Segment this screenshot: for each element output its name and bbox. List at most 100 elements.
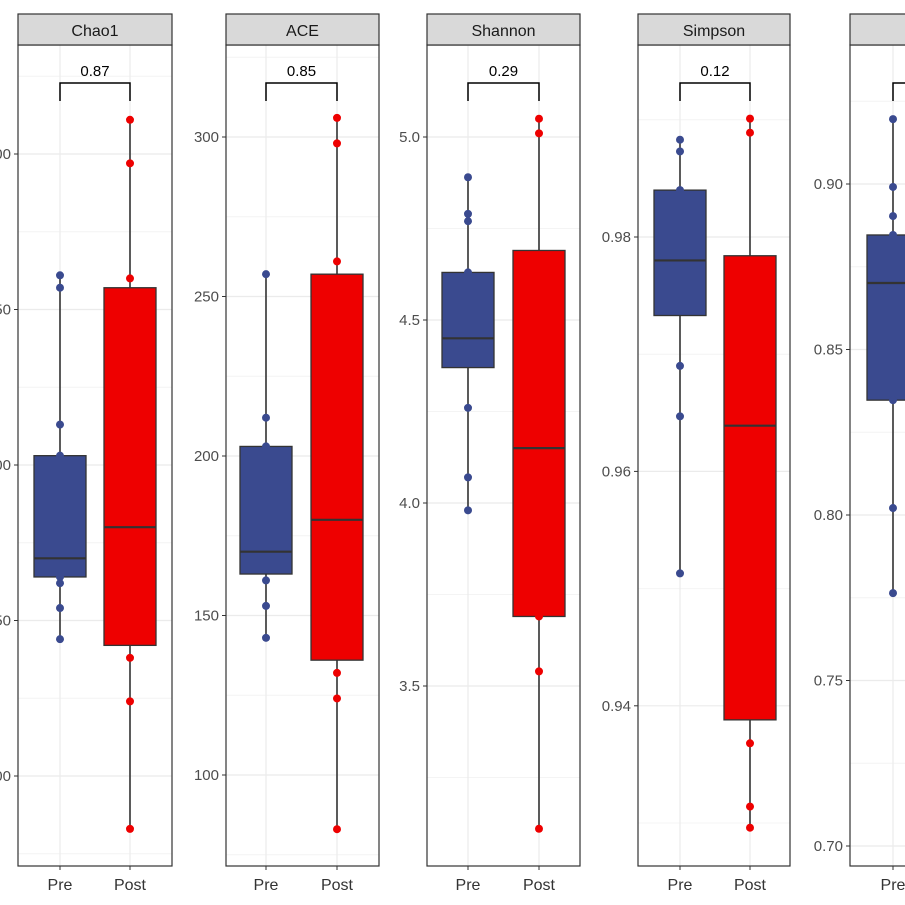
data-point (333, 257, 341, 266)
data-point (333, 694, 341, 703)
data-point (464, 506, 472, 515)
y-tick-label: 3.5 (399, 678, 420, 695)
data-point (676, 569, 684, 578)
panel-simpson: 0.94 0.96 0.98 0.12 Pre Post Simpson (602, 13, 791, 894)
y-tick-label: 100 (194, 767, 219, 784)
data-point (56, 420, 64, 429)
data-point (333, 825, 341, 834)
significance-bracket (467, 82, 540, 101)
data-point (126, 697, 134, 706)
y-tick-label: 0.75 (814, 673, 843, 690)
p-value-label: 0.87 (80, 63, 109, 80)
plot-background (850, 45, 905, 866)
x-tick-label: Post (114, 877, 147, 894)
box-iqr (103, 287, 157, 647)
data-point (535, 612, 543, 621)
data-point (56, 271, 64, 280)
box-iqr (512, 249, 566, 618)
facet-strip (225, 13, 380, 46)
data-point (889, 182, 897, 191)
box-pre: Pre (239, 270, 293, 894)
x-tick-label: Pre (254, 877, 279, 894)
facet-title: Simpson (683, 23, 745, 40)
data-point (535, 824, 543, 833)
significance-bracket (265, 82, 338, 101)
box-post: Post (723, 114, 777, 894)
x-tick-label: Pre (881, 877, 905, 894)
data-point (333, 113, 341, 122)
y-tick-label: 0.94 (602, 698, 631, 715)
data-point (676, 135, 684, 144)
x-tick-label: Post (321, 877, 354, 894)
panel-ace: 100 150 200 250 300 0.85 Pre Post ACE (194, 13, 380, 894)
p-value-label: 0.12 (700, 63, 729, 80)
data-point (464, 173, 472, 182)
significance-bracket (679, 82, 751, 101)
data-point (126, 159, 134, 168)
data-point (262, 413, 270, 422)
box-iqr (239, 445, 293, 575)
panel-unlabeled: 0.70 0.75 0.80 0.85 0.90 Pre (814, 13, 905, 894)
box-pre: Pre (441, 173, 495, 894)
data-point (889, 504, 897, 513)
facet-title: Chao1 (71, 23, 118, 40)
data-point (889, 212, 897, 221)
data-point (746, 114, 754, 123)
p-value-label: 0.29 (489, 63, 518, 80)
data-point (746, 739, 754, 748)
box-iqr (441, 271, 495, 369)
x-tick-label: Post (523, 877, 556, 894)
box-iqr (653, 189, 707, 317)
box-post: Post (103, 115, 157, 894)
data-point (262, 442, 270, 451)
box-iqr (723, 255, 777, 721)
facet-title: Shannon (471, 23, 535, 40)
data-point (464, 217, 472, 226)
data-point (535, 114, 543, 123)
y-tick-label: 4.0 (399, 495, 420, 512)
y-tick-label: 0.85 (814, 342, 843, 359)
y-tick-label: 300 (194, 129, 219, 146)
y-tick-label: 5.0 (399, 129, 420, 146)
data-point (535, 667, 543, 676)
box-post: Post (512, 114, 566, 894)
y-tick-label: 0.96 (602, 463, 631, 480)
data-point (126, 824, 134, 833)
data-point (676, 147, 684, 156)
data-point (333, 668, 341, 677)
facet-strip (426, 13, 581, 46)
y-tick-label: 0.90 (814, 176, 843, 193)
data-point (262, 633, 270, 642)
y-tick-label: 150 (194, 608, 219, 625)
data-point (56, 579, 64, 588)
box-post: Post (310, 113, 364, 894)
facet-strip (17, 13, 173, 46)
data-point (126, 653, 134, 662)
p-value-label: 0.85 (287, 63, 316, 80)
data-point (746, 802, 754, 811)
significance-bracket (59, 82, 131, 101)
data-point (464, 403, 472, 412)
y-tick-label: 0.70 (814, 838, 843, 855)
data-point (746, 128, 754, 137)
data-point (464, 473, 472, 482)
y-tick-label: 150 (0, 613, 11, 630)
data-point (676, 186, 684, 195)
data-point (56, 451, 64, 460)
x-tick-label: Pre (668, 877, 693, 894)
y-tick-label: 250 (194, 289, 219, 306)
x-tick-label: Pre (456, 877, 481, 894)
data-point (464, 209, 472, 218)
box-pre: Pre (866, 115, 905, 894)
data-point (676, 412, 684, 421)
y-tick-label: 4.5 (399, 312, 420, 329)
facet-title: ACE (286, 23, 319, 40)
y-tick-label: 250 (0, 302, 11, 319)
data-point (56, 604, 64, 613)
data-point (56, 572, 64, 581)
y-tick-label: 0.98 (602, 229, 631, 246)
data-point (126, 274, 134, 283)
y-tick-label: 200 (0, 457, 11, 474)
data-point (535, 129, 543, 138)
